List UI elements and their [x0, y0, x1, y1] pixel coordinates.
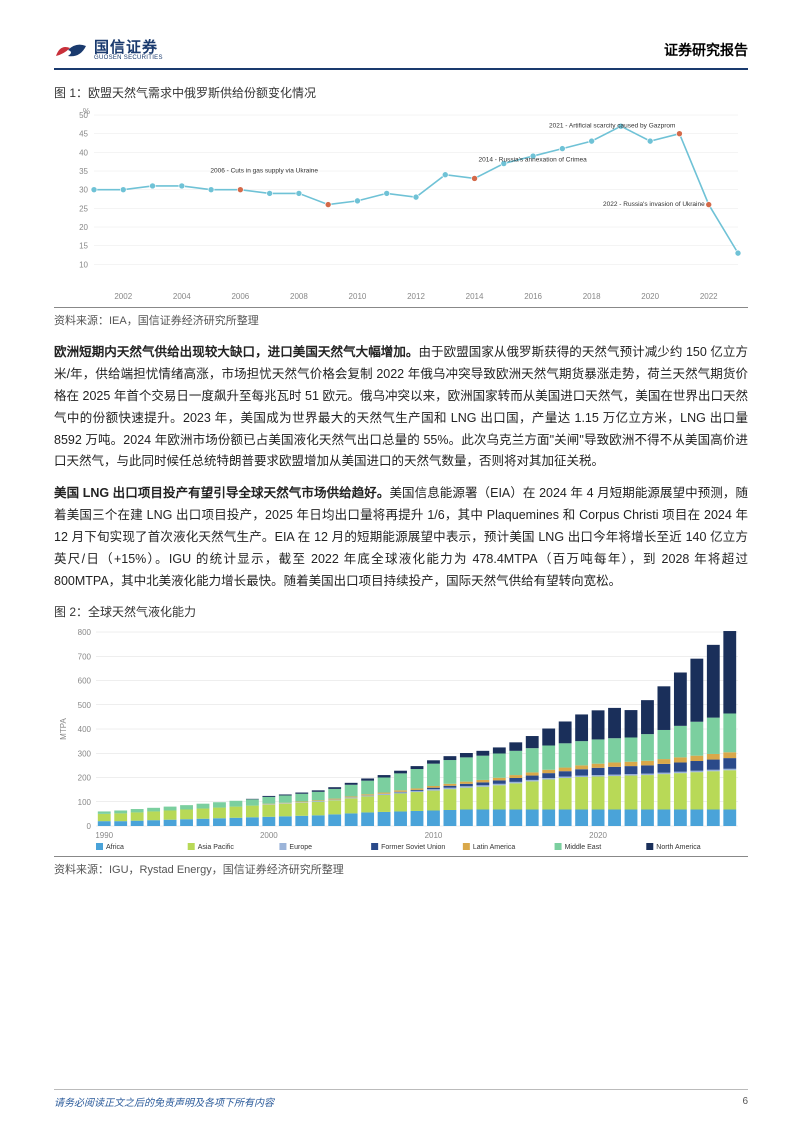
svg-text:2012: 2012 — [407, 292, 425, 301]
fig1-chart: 101520253035404550%200220042006200820102… — [54, 105, 748, 305]
header-title: 证券研究报告 — [664, 40, 748, 60]
svg-text:2006: 2006 — [231, 292, 249, 301]
svg-text:2020: 2020 — [589, 831, 607, 840]
svg-text:35: 35 — [79, 167, 88, 176]
svg-text:2016: 2016 — [524, 292, 542, 301]
para1-rest: 由于欧盟国家从俄罗斯获得的天然气预计减少约 150 亿立方米/年，供给端担忧情绪… — [54, 345, 748, 468]
logo-en: GUOSEN SECURITIES — [94, 55, 163, 61]
svg-text:2008: 2008 — [290, 292, 308, 301]
paragraph-2: 美国 LNG 出口项目投产有望引导全球天然气市场供给趋好。美国信息能源署（EIA… — [54, 483, 748, 592]
svg-text:700: 700 — [78, 652, 92, 661]
fig1-title: 图 1：欧盟天然气需求中俄罗斯供给份额变化情况 — [54, 84, 748, 101]
svg-text:2014: 2014 — [466, 292, 484, 301]
svg-text:30: 30 — [79, 186, 88, 195]
svg-text:100: 100 — [78, 797, 92, 806]
page-footer: 请务必阅读正文之后的免责声明及各项下所有内容 6 — [54, 1089, 748, 1109]
svg-text:1990: 1990 — [95, 831, 113, 840]
svg-text:2004: 2004 — [173, 292, 191, 301]
svg-text:Asia Pacific: Asia Pacific — [198, 844, 235, 851]
para2-bold: 美国 LNG 出口项目投产有望引导全球天然气市场供给趋好。 — [54, 486, 389, 500]
page-number: 6 — [742, 1096, 748, 1107]
svg-text:%: % — [83, 107, 90, 116]
svg-text:600: 600 — [78, 676, 92, 685]
svg-text:North America: North America — [656, 844, 700, 851]
paragraph-1: 欧洲短期内天然气供给出现较大缺口，进口美国天然气大幅增加。由于欧盟国家从俄罗斯获… — [54, 342, 748, 473]
svg-text:10: 10 — [79, 260, 88, 269]
svg-text:2002: 2002 — [114, 292, 132, 301]
svg-text:0: 0 — [87, 822, 92, 831]
logo-icon — [54, 38, 88, 62]
svg-text:20: 20 — [79, 223, 88, 232]
svg-text:Europe: Europe — [289, 844, 312, 851]
svg-text:Middle East: Middle East — [565, 844, 602, 851]
svg-text:2018: 2018 — [583, 292, 601, 301]
svg-text:Africa: Africa — [106, 844, 124, 851]
fig2-source: 资料来源：IGU，Rystad Energy，国信证券经济研究所整理 — [54, 856, 748, 877]
svg-text:Latin America: Latin America — [473, 844, 516, 851]
para1-bold: 欧洲短期内天然气供给出现较大缺口，进口美国天然气大幅增加。 — [54, 345, 418, 359]
footer-disclaimer: 请务必阅读正文之后的免责声明及各项下所有内容 — [54, 1094, 274, 1109]
fig2-title: 图 2：全球天然气液化能力 — [54, 603, 748, 620]
svg-text:2020: 2020 — [641, 292, 659, 301]
svg-text:2010: 2010 — [349, 292, 367, 301]
svg-text:800: 800 — [78, 628, 92, 637]
svg-text:400: 400 — [78, 725, 92, 734]
svg-text:25: 25 — [79, 204, 88, 213]
svg-text:2022 - Russia's invasion of Uk: 2022 - Russia's invasion of Ukraine — [603, 201, 705, 208]
svg-text:2010: 2010 — [425, 831, 443, 840]
para2-rest: 美国信息能源署（EIA）在 2024 年 4 月短期能源展望中预测，随着美国三个… — [54, 486, 748, 588]
logo-block: 国信证券 GUOSEN SECURITIES — [54, 38, 163, 62]
svg-text:500: 500 — [78, 700, 92, 709]
svg-text:15: 15 — [79, 242, 88, 251]
svg-text:300: 300 — [78, 749, 92, 758]
svg-text:2021 - Artificial scarcity cau: 2021 - Artificial scarcity caused by Gaz… — [549, 123, 675, 130]
svg-text:2006 - Cuts in gas supply via: 2006 - Cuts in gas supply via Ukraine — [210, 167, 318, 174]
svg-text:45: 45 — [79, 130, 88, 139]
svg-text:200: 200 — [78, 773, 92, 782]
fig1-source: 资料来源：IEA，国信证券经济研究所整理 — [54, 307, 748, 328]
svg-text:2022: 2022 — [700, 292, 718, 301]
svg-text:Former Soviet Union: Former Soviet Union — [381, 844, 445, 851]
fig2-chart: 0 100 200 300 400 500 600 700 800 MTPA 1990 2000 201… — [54, 624, 748, 854]
page-header: 国信证券 GUOSEN SECURITIES 证券研究报告 — [54, 38, 748, 70]
logo-cn: 国信证券 — [94, 40, 163, 55]
svg-text:2000: 2000 — [260, 831, 278, 840]
svg-text:MTPA: MTPA — [59, 717, 68, 739]
svg-text:40: 40 — [79, 148, 88, 157]
svg-text:2014 - Russia's annexation of: 2014 - Russia's annexation of Crimea — [479, 156, 588, 163]
